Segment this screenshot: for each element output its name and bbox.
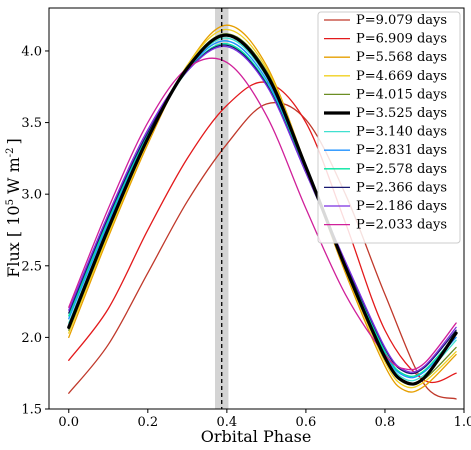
legend-label: P=4.669 days [356, 69, 447, 84]
legend-label: P=6.909 days [356, 32, 447, 47]
legend-label: P=3.140 days [356, 125, 447, 140]
y-axis-title: Flux [ 105 W m-2] [4, 138, 23, 278]
x-tick-label: 0.2 [137, 415, 158, 430]
x-axis-ticks: 0.0 0.2 0.4 0.6 0.8 1.0 [58, 409, 471, 430]
series-line-5 [67, 33, 458, 386]
series-line-2 [68, 24, 457, 393]
y-tick-label: 3.0 [21, 188, 42, 203]
legend: P=9.079 days P=6.909 days P=5.568 days P=4.… [317, 11, 461, 244]
legend-label: P=2.578 days [356, 162, 447, 177]
y-axis-ticks: 1.5 2.0 2.5 3.0 3.5 4.0 [21, 44, 49, 418]
series-layer [67, 24, 458, 400]
vline-band-layer [215, 8, 229, 409]
x-tick-label: 0.0 [58, 415, 79, 430]
series-line-11 [68, 57, 457, 371]
series-line-3 [68, 28, 457, 389]
series-line-7 [68, 40, 457, 379]
x-tick-label: 0.6 [296, 415, 317, 430]
y-axis-title-unit: W m [4, 157, 23, 199]
legend-label: P=2.186 days [356, 199, 447, 214]
legend-label: P=2.831 days [356, 143, 447, 158]
y-tick-label: 3.5 [21, 116, 42, 131]
plot-area [48, 7, 465, 410]
y-tick-label: 1.5 [21, 403, 42, 418]
vline-band [215, 8, 229, 409]
x-tick-label: 0.4 [217, 415, 238, 430]
legend-entries: P=9.079 days P=6.909 days P=5.568 days P=4.… [324, 13, 447, 233]
x-tick-label: 0.8 [375, 415, 396, 430]
legend-label: P=4.015 days [356, 87, 447, 102]
legend-label: P=2.366 days [356, 180, 447, 195]
y-axis-title-exp: 5 [5, 199, 16, 205]
y-tick-label: 2.0 [21, 331, 42, 346]
y-axis-title-close: ] [4, 138, 23, 144]
legend-box [317, 11, 461, 244]
y-axis-title-main: Flux [ 10 [4, 205, 23, 277]
y-tick-label: 2.5 [21, 259, 42, 274]
series-line-10 [68, 45, 457, 373]
x-axis-title: Orbital Phase [201, 427, 312, 446]
y-axis-title-unit-exp: -2 [5, 148, 16, 158]
series-line-8 [68, 43, 457, 378]
y-tick-label: 4.0 [21, 44, 42, 59]
series-line-0 [68, 101, 457, 400]
legend-label: P=2.033 days [356, 218, 447, 233]
plot-frame [48, 7, 465, 410]
legend-label: P=5.568 days [356, 50, 447, 65]
legend-label: P=9.079 days [356, 13, 447, 28]
x-tick-label: 1.0 [454, 415, 471, 430]
legend-label: P=3.525 days [356, 106, 447, 121]
